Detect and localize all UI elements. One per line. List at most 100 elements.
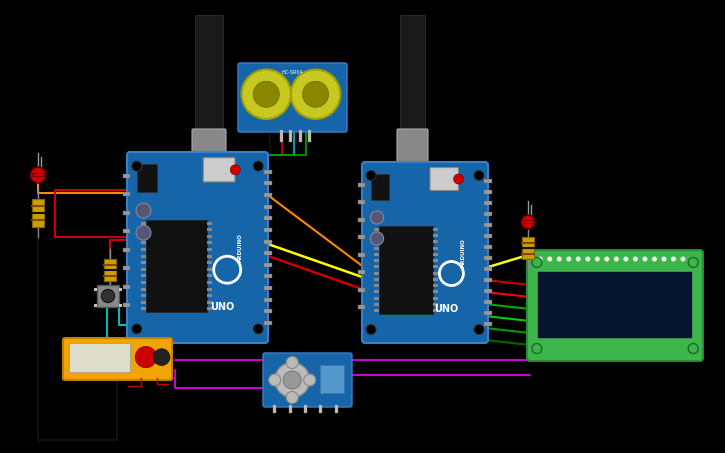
Bar	[434, 234, 439, 237]
Circle shape	[30, 167, 46, 183]
Circle shape	[286, 357, 298, 368]
Bar	[141, 235, 146, 238]
Bar	[374, 272, 379, 275]
Bar	[484, 245, 492, 249]
Bar	[484, 212, 492, 216]
Bar	[358, 288, 365, 291]
Bar	[141, 301, 146, 304]
Circle shape	[102, 289, 115, 303]
Circle shape	[132, 324, 142, 334]
Bar	[141, 281, 146, 284]
Bar	[264, 170, 272, 174]
Bar	[434, 259, 439, 262]
Bar	[207, 268, 212, 271]
Bar	[374, 246, 379, 250]
Bar	[280, 130, 283, 142]
Bar	[141, 308, 146, 310]
Bar	[123, 266, 130, 270]
Bar	[141, 241, 146, 244]
Bar	[434, 278, 439, 281]
Circle shape	[286, 391, 298, 404]
Circle shape	[557, 256, 562, 261]
Bar	[94, 304, 97, 307]
Circle shape	[454, 174, 463, 184]
Circle shape	[614, 256, 619, 261]
Bar	[484, 223, 492, 227]
Circle shape	[688, 257, 698, 267]
FancyBboxPatch shape	[127, 152, 268, 343]
Circle shape	[370, 232, 384, 245]
Bar	[484, 256, 492, 260]
Bar	[264, 275, 272, 279]
Bar	[33, 173, 44, 176]
Circle shape	[633, 256, 638, 261]
Bar	[358, 270, 365, 274]
Text: HC-SR04: HC-SR04	[282, 70, 303, 75]
Bar	[374, 241, 379, 243]
Circle shape	[624, 256, 629, 261]
Bar	[539, 272, 692, 337]
Circle shape	[474, 170, 484, 180]
Bar	[522, 237, 534, 259]
Bar	[207, 255, 212, 258]
Bar	[94, 288, 97, 291]
Bar	[434, 241, 439, 243]
Bar	[358, 235, 365, 239]
Circle shape	[366, 324, 376, 334]
Circle shape	[532, 343, 542, 353]
Bar	[434, 228, 439, 231]
Bar	[123, 211, 130, 215]
Circle shape	[671, 256, 676, 261]
Bar	[264, 286, 272, 290]
Circle shape	[661, 256, 666, 261]
Bar	[379, 226, 434, 314]
Bar	[320, 405, 323, 413]
Bar	[207, 222, 212, 225]
Circle shape	[241, 70, 291, 119]
Bar	[308, 130, 311, 142]
Bar	[207, 301, 212, 304]
Bar	[123, 284, 130, 289]
Bar	[264, 182, 272, 185]
Bar	[123, 192, 130, 196]
Bar	[264, 193, 272, 197]
Text: UNO: UNO	[434, 304, 459, 313]
Text: ARDUINO: ARDUINO	[239, 233, 243, 262]
Bar	[207, 241, 212, 244]
Bar	[299, 130, 302, 142]
Bar	[119, 288, 122, 291]
Circle shape	[231, 165, 240, 175]
Bar	[335, 405, 338, 413]
Bar	[141, 268, 146, 271]
Bar	[320, 365, 344, 392]
Bar	[141, 228, 146, 231]
Bar	[358, 252, 365, 256]
Bar	[123, 229, 130, 233]
Circle shape	[253, 324, 263, 334]
Bar	[123, 173, 130, 178]
Bar	[484, 311, 492, 315]
Circle shape	[302, 81, 328, 107]
Bar	[358, 217, 365, 222]
Circle shape	[532, 257, 542, 267]
Bar	[273, 405, 276, 413]
Circle shape	[370, 211, 384, 224]
Bar	[289, 405, 291, 413]
Bar	[141, 248, 146, 251]
Circle shape	[688, 343, 698, 353]
Bar	[207, 228, 212, 231]
Bar	[207, 261, 212, 264]
Bar	[484, 300, 492, 304]
FancyBboxPatch shape	[63, 338, 172, 380]
Bar	[304, 405, 307, 413]
Bar	[484, 322, 492, 326]
Bar	[141, 288, 146, 291]
Bar	[141, 255, 146, 258]
Bar	[371, 174, 389, 200]
Bar	[434, 290, 439, 294]
Bar	[484, 289, 492, 293]
Bar	[484, 278, 492, 282]
Bar	[264, 205, 272, 209]
Bar	[123, 247, 130, 251]
Bar	[264, 309, 272, 313]
